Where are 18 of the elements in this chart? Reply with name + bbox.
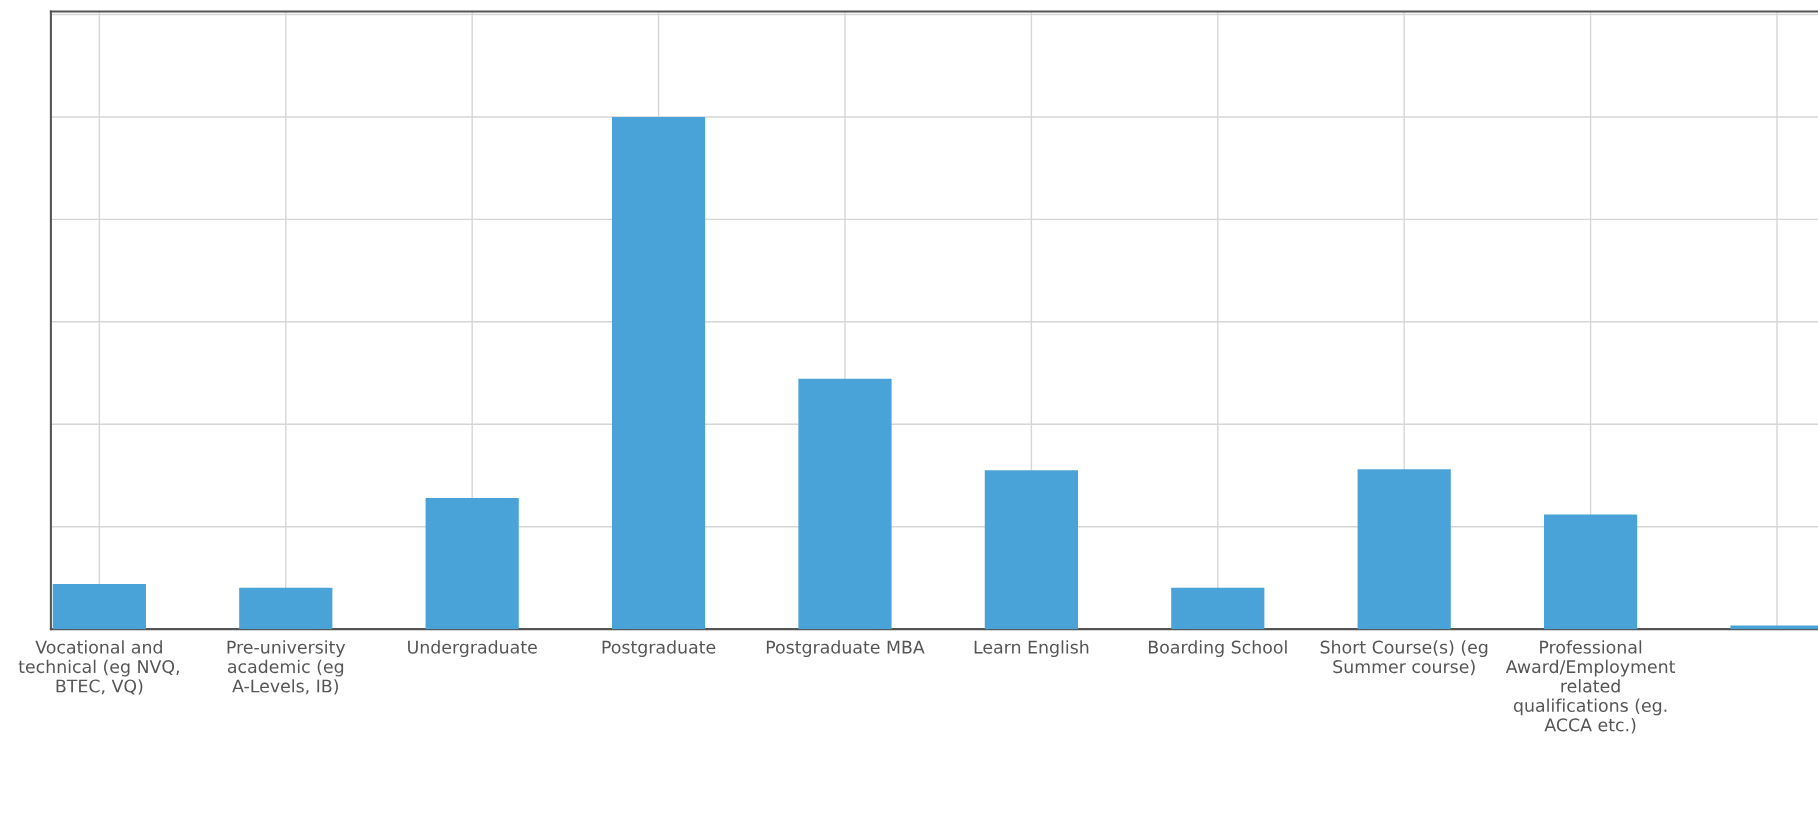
bar <box>798 378 892 630</box>
x-tick-label: Professional Award/Employment related qualifications (eg. ACCA etc.) <box>1505 640 1676 734</box>
x-tick-label: Learn English <box>974 640 1089 658</box>
x-tick-label: Undergraduate <box>408 640 537 658</box>
bar <box>1543 514 1638 630</box>
x-tick-label: Vocational and technical (eg NVQ, BTEC, VQ) <box>18 640 179 695</box>
x-tick-label: Postgraduate MBA <box>766 640 925 658</box>
bar <box>52 584 146 630</box>
bar <box>239 587 333 630</box>
bar <box>425 498 519 630</box>
x-tick-label: Boarding School <box>1148 640 1287 658</box>
bar <box>611 116 706 630</box>
bar <box>1357 469 1451 630</box>
x-tick-label: Postgraduate <box>602 640 716 658</box>
bar <box>1171 587 1265 630</box>
x-tick-label: Pre-university academic (eg A-Levels, IB) <box>227 640 346 695</box>
bar <box>984 470 1078 630</box>
x-tick-label: Short Course(s) (eg Summer course) <box>1320 640 1488 676</box>
